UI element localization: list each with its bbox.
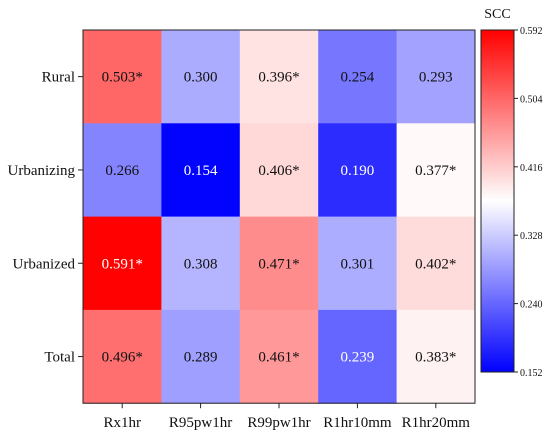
heatmap-cell-urbanizing-r95pw1hr bbox=[161, 123, 241, 218]
cell-value-label: 0.254 bbox=[341, 70, 375, 86]
colorbar-gradient bbox=[480, 29, 515, 373]
cell-value-label: 0.239 bbox=[341, 350, 375, 366]
colorbar-tick-label: 0.504 bbox=[520, 94, 543, 105]
heatmap-cell-rural-r1hr10mm bbox=[318, 30, 398, 124]
cell-value-label: 0.471* bbox=[258, 256, 299, 272]
cell-value-label: 0.377* bbox=[415, 163, 456, 179]
cell-value-label: 0.293 bbox=[419, 70, 453, 86]
column-labels: Rx1hr R95pw1hr R99pw1hr R1hr10mm R1hr20mm bbox=[103, 403, 470, 431]
heatmap-cell-total-r99pw1hr bbox=[239, 309, 319, 404]
cell-value-label: 0.301 bbox=[341, 256, 375, 272]
colorbar-tick-label: 0.240 bbox=[520, 300, 543, 311]
row-labels: Rural Urbanizing Urbanized Total bbox=[8, 70, 83, 366]
heatmap-cell-total-r95pw1hr bbox=[161, 309, 241, 404]
colorbar-title: SCC bbox=[484, 7, 510, 22]
colorbar-tick-label: 0.592 bbox=[520, 26, 543, 37]
cell-value-label: 0.503* bbox=[102, 70, 143, 86]
heatmap-cell-urbanizing-r99pw1hr bbox=[239, 123, 319, 218]
heatmap-cells: 0.503* 0.300 0.396* 0.254 0.293 0.266 0.154 0.4… bbox=[83, 30, 476, 404]
cell-value-label: 0.591* bbox=[102, 256, 143, 272]
column-label-r99pw1hr: R99pw1hr bbox=[247, 415, 310, 431]
colorbar-tick-label: 0.152 bbox=[520, 368, 543, 379]
heatmap-cell-total-r1hr10mm bbox=[318, 309, 398, 404]
row-label-rural: Rural bbox=[42, 70, 75, 86]
row-label-urbanized: Urbanized bbox=[13, 256, 76, 272]
cell-value-label: 0.190 bbox=[341, 163, 375, 179]
heatmap-cell-rural-rx1hr bbox=[83, 30, 162, 124]
column-label-r1hr20mm: R1hr20mm bbox=[402, 415, 471, 431]
heatmap-cell-urbanized-rx1hr bbox=[83, 216, 162, 311]
cell-value-label: 0.308 bbox=[184, 256, 218, 272]
colorbar-tick-label: 0.328 bbox=[520, 231, 543, 242]
colorbar: SCC 0.592 0.504 0.416 0.328 0.240 0.152 bbox=[480, 7, 543, 379]
column-label-r95pw1hr: R95pw1hr bbox=[169, 415, 232, 431]
plot-frame bbox=[82, 29, 476, 404]
cell-value-label: 0.289 bbox=[184, 350, 218, 366]
cell-value-label: 0.396* bbox=[258, 70, 299, 86]
heatmap-cell-rural-r1hr20mm bbox=[396, 30, 476, 124]
heatmap-cell-urbanized-r1hr10mm bbox=[318, 216, 398, 311]
heatmap-cell-rural-r95pw1hr bbox=[161, 30, 241, 124]
cell-value-label: 0.402* bbox=[415, 256, 456, 272]
cell-value-label: 0.383* bbox=[415, 350, 456, 366]
cell-value-label: 0.266 bbox=[105, 163, 139, 179]
row-label-total: Total bbox=[44, 350, 75, 366]
heatmap-cell-urbanized-r1hr20mm bbox=[396, 216, 476, 311]
heatmap-cell-urbanizing-r1hr10mm bbox=[318, 123, 398, 218]
column-label-rx1hr: Rx1hr bbox=[103, 415, 141, 431]
heatmap-cell-urbanizing-r1hr20mm bbox=[396, 123, 476, 218]
heatmap-cell-total-rx1hr bbox=[83, 309, 162, 404]
cell-value-label: 0.496* bbox=[102, 350, 143, 366]
column-label-r1hr10mm: R1hr10mm bbox=[323, 415, 392, 431]
heatmap-cell-total-r1hr20mm bbox=[396, 309, 476, 404]
heatmap-cell-urbanizing-rx1hr bbox=[83, 123, 162, 218]
cell-value-label: 0.461* bbox=[258, 350, 299, 366]
heatmap-cell-urbanized-r95pw1hr bbox=[161, 216, 241, 311]
colorbar-tick-label: 0.416 bbox=[520, 163, 543, 174]
heatmap-cell-rural-r99pw1hr bbox=[239, 30, 319, 124]
cell-value-label: 0.300 bbox=[184, 70, 218, 86]
heatmap-cell-urbanized-r99pw1hr bbox=[239, 216, 319, 311]
row-label-urbanizing: Urbanizing bbox=[8, 163, 76, 179]
cell-value-label: 0.154 bbox=[184, 163, 218, 179]
cell-value-label: 0.406* bbox=[258, 163, 299, 179]
